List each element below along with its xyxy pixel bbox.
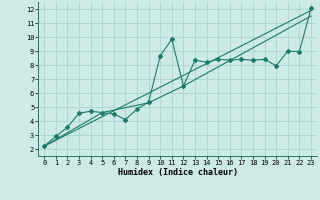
X-axis label: Humidex (Indice chaleur): Humidex (Indice chaleur) xyxy=(118,168,238,177)
